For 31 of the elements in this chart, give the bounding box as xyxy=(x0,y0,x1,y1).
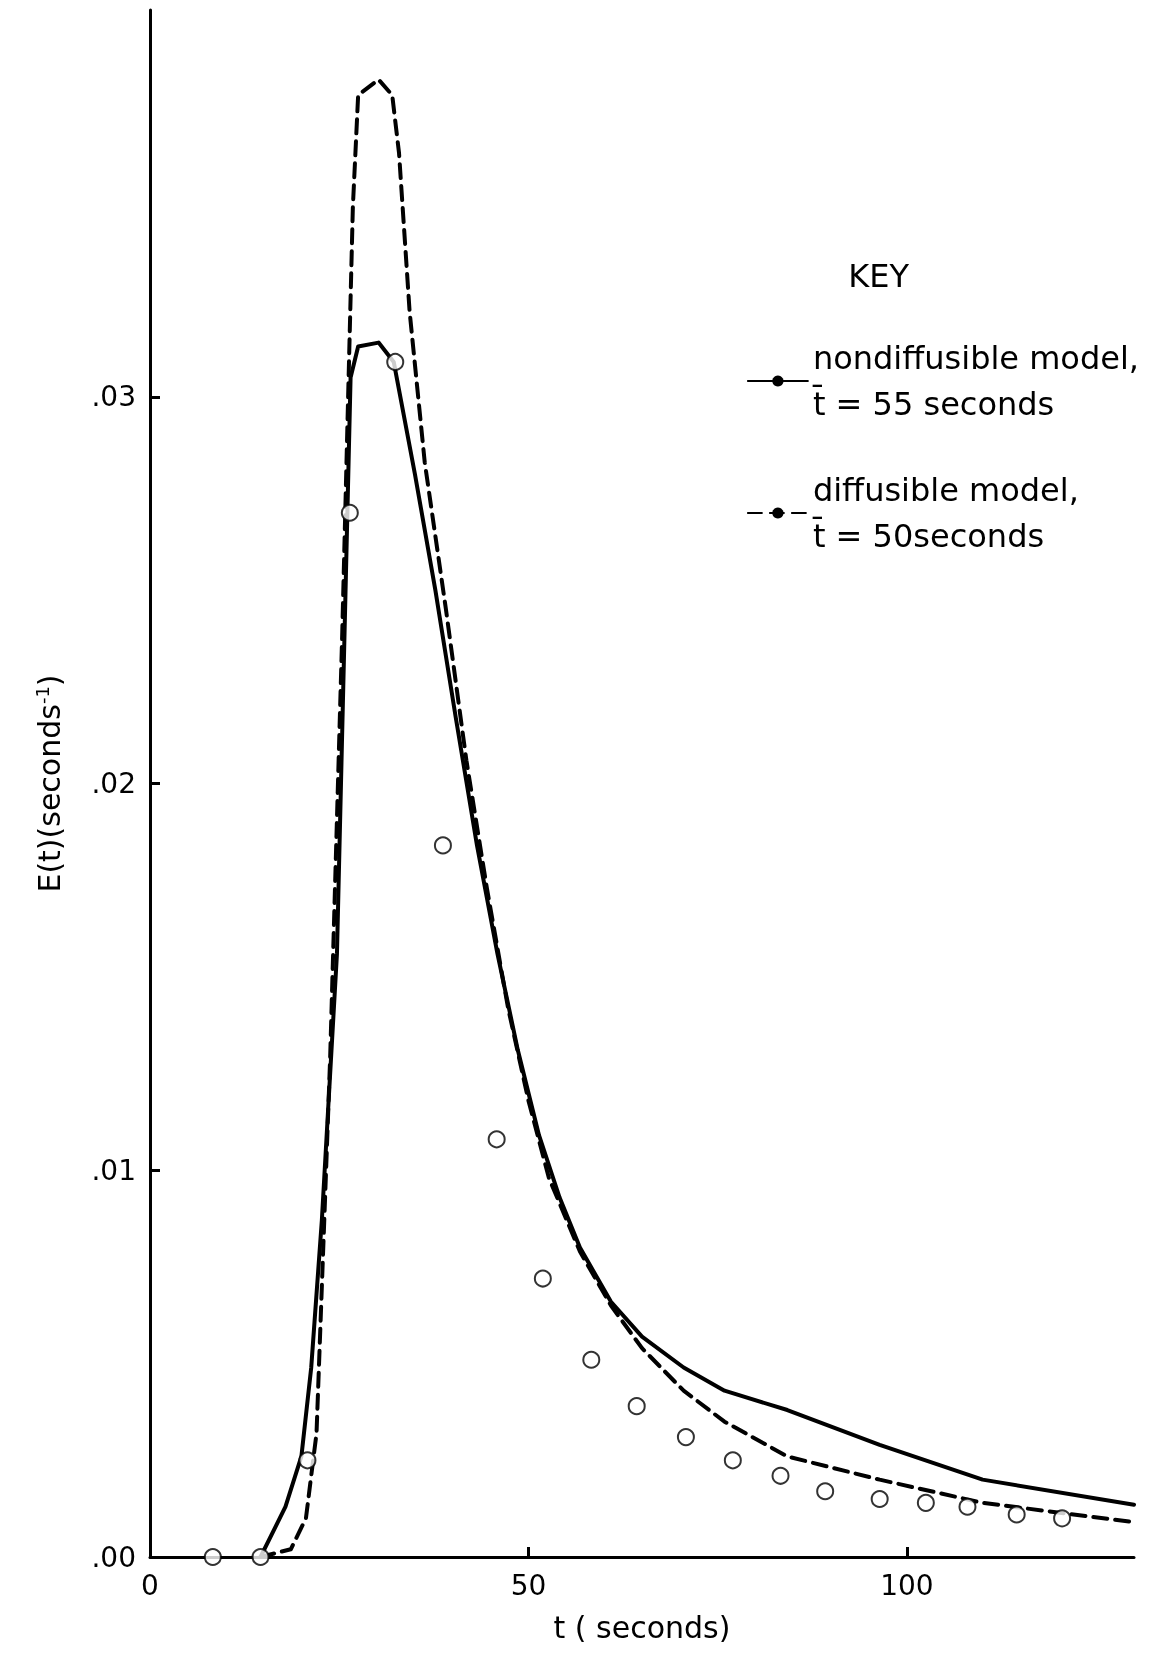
point xyxy=(1007,1505,1026,1524)
legend-label: diffusible model, t̄ = 50seconds xyxy=(812,471,1079,555)
y-tick-label: .03 xyxy=(91,380,136,414)
point xyxy=(916,1493,935,1512)
point xyxy=(723,1451,742,1470)
point xyxy=(870,1489,889,1508)
point xyxy=(771,1466,790,1485)
x-tick-label: 50 xyxy=(510,1568,547,1602)
point xyxy=(1053,1509,1072,1528)
point xyxy=(340,503,359,522)
x-axis-title: t ( seconds) xyxy=(553,1609,731,1645)
point xyxy=(203,1548,222,1566)
point xyxy=(676,1428,695,1447)
point xyxy=(533,1269,552,1288)
y-tick-label: .00 xyxy=(91,1540,136,1574)
point xyxy=(958,1497,977,1516)
legend-label: nondiffusible model, t̄ = 55 seconds xyxy=(812,339,1139,423)
point xyxy=(816,1482,835,1501)
point xyxy=(298,1451,317,1470)
x-tick-label: 0 xyxy=(141,1568,159,1602)
point xyxy=(582,1350,601,1369)
x-tick-label: 100 xyxy=(880,1568,934,1602)
legend-title: KEY xyxy=(848,257,910,295)
point xyxy=(251,1548,270,1566)
point xyxy=(487,1130,506,1149)
y-tick-label: .02 xyxy=(91,767,136,800)
point xyxy=(386,352,405,371)
point xyxy=(627,1397,646,1416)
y-axis-title: E(t)(seconds-1) xyxy=(31,674,67,893)
point xyxy=(433,836,452,855)
y-tick-label: .01 xyxy=(91,1153,136,1187)
